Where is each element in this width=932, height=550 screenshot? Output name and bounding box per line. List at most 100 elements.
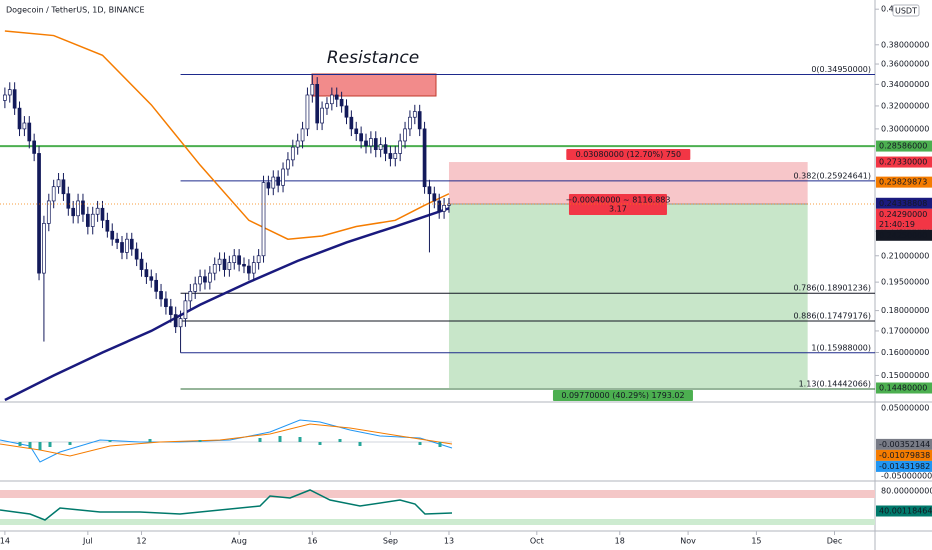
candle-body (329, 94, 334, 105)
price-label-box (876, 176, 932, 188)
stop-label-box (566, 149, 691, 161)
candle-body (412, 111, 417, 118)
candle-body (212, 263, 217, 274)
y-tick-label: 0.17000000 (881, 326, 929, 335)
candle-body (90, 213, 95, 227)
entry-sublabel: 3.17 (609, 204, 627, 213)
candle-body (242, 263, 246, 267)
candle-body (442, 204, 446, 212)
candle-body (164, 298, 168, 308)
candle-body (27, 122, 32, 142)
candle-body (85, 213, 90, 227)
candle-body (339, 98, 344, 107)
fib-label: 0.786(0.18901236) (794, 284, 872, 293)
entry-label: −0.00040000 ~ 8116.883 (565, 195, 670, 204)
y-tick-label: 0.30000000 (881, 124, 929, 133)
x-tick-label: 13 (444, 537, 454, 546)
y-tick-label: 0.32000000 (881, 101, 929, 110)
macd-tick-label: 0.05000000 (881, 404, 929, 413)
candle-body (383, 144, 388, 154)
candle-body (408, 116, 412, 130)
candle-body (7, 89, 12, 96)
target-label: 0.09770000 (40.29%) 1793.02 (561, 391, 684, 400)
price-label: 0.28586000 (879, 142, 927, 151)
price-label: 0.24338808 (879, 199, 927, 208)
macd-tick-label: -0.05000000 (881, 472, 932, 481)
candle-body (276, 176, 281, 186)
x-tick-label: 16 (307, 537, 317, 546)
candle-body (129, 238, 134, 250)
macd-label: -0.00352144 (879, 440, 930, 449)
candle-body (120, 242, 124, 253)
x-tick-label: 14 (0, 537, 10, 546)
candle-body (193, 283, 198, 292)
price-label: 0.27330000 (879, 158, 927, 167)
candle-body (51, 186, 56, 202)
candle-body (217, 258, 222, 265)
currency-badge (892, 4, 920, 17)
candle-body (71, 207, 76, 217)
candle-body (417, 111, 422, 130)
signal-line (0, 423, 453, 457)
candle-body (432, 193, 437, 202)
macd-label: -0.01079838 (879, 451, 930, 460)
rsi-tick-label: 80.00000000 (881, 487, 932, 496)
x-tick-label: Sep (383, 537, 398, 546)
x-tick-label: Dec (827, 537, 842, 546)
currency: USDT (895, 7, 917, 16)
fib-label: 1(0.15988000) (811, 343, 871, 352)
candle-body (437, 200, 442, 212)
fib-label: 0.886(0.17479176) (794, 312, 872, 321)
candle-body (315, 84, 320, 124)
x-tick-label: 12 (136, 537, 146, 546)
target-label-box (552, 390, 693, 402)
moving-average (4, 30, 450, 240)
candle-body (17, 107, 22, 130)
candle-body (266, 182, 271, 189)
candle-body (364, 140, 368, 147)
y-tick-label: 0.16000000 (881, 348, 929, 357)
candle-body (295, 140, 300, 148)
x-tick-label: 18 (615, 537, 625, 546)
candle-body (378, 144, 383, 150)
candle-body (3, 94, 7, 101)
x-tick-label: Oct (530, 537, 544, 546)
candle-body (251, 262, 256, 274)
candle-body (105, 219, 110, 232)
candle-body (198, 276, 202, 285)
candle-body (42, 223, 46, 274)
y-tick-label: 0.18000000 (881, 306, 929, 315)
price-label: 0.24290000 (879, 210, 927, 219)
candle-body (149, 276, 154, 281)
rsi-overbought-band (0, 490, 875, 498)
macd-line (0, 419, 453, 463)
candle-body (237, 255, 241, 265)
rsi-oversold-band (0, 519, 875, 525)
candle-body (281, 168, 285, 186)
rsi-label: 40.00118464 (879, 506, 932, 515)
y-tick-label: 0.19500000 (881, 278, 929, 287)
candle-body (154, 279, 159, 292)
x-tick-label: 15 (751, 537, 761, 546)
candle-body (447, 203, 451, 206)
candle-body (354, 128, 359, 135)
price-label: 0.25829873 (879, 178, 927, 187)
candle-body (188, 291, 193, 302)
target-zone (448, 203, 808, 389)
candle-body (134, 248, 139, 260)
price-label: 0.24250000 (879, 231, 927, 240)
candle-body (100, 207, 105, 221)
candle-body (286, 159, 290, 170)
candle-body (334, 94, 339, 100)
rsi-label-box (876, 505, 932, 517)
candle-body (247, 265, 251, 274)
annotation: Resistance (327, 48, 419, 68)
candle-body (227, 262, 232, 270)
candle-body (359, 133, 363, 142)
y-tick-label: 0.15000000 (881, 371, 929, 380)
candle-body (159, 291, 163, 300)
candle-body (427, 186, 432, 195)
candle-body (144, 269, 149, 278)
candle-body (369, 138, 373, 147)
chart-title: Dogecoin / TetherUS, 1D, BINANCE (6, 6, 145, 15)
